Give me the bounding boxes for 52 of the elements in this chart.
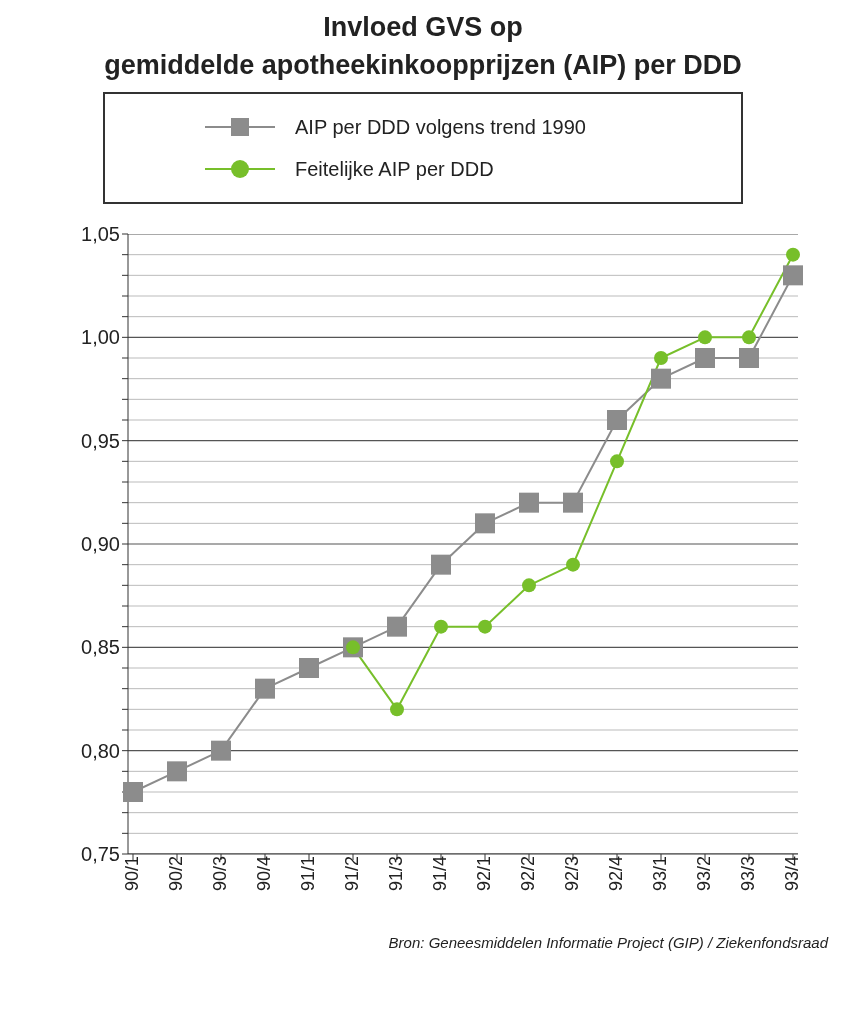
y-tick-label: 1,05 — [81, 223, 120, 246]
point — [299, 658, 319, 678]
point — [434, 619, 448, 634]
x-tick-label: 92/1 — [473, 856, 494, 892]
x-tick-label: 93/4 — [781, 856, 802, 892]
x-tick-label: 90/4 — [253, 856, 274, 892]
point — [390, 702, 404, 717]
point — [478, 619, 492, 634]
point — [387, 616, 407, 637]
point — [654, 351, 668, 365]
x-tick-label: 92/3 — [561, 856, 582, 892]
point — [695, 348, 715, 368]
point — [167, 761, 187, 782]
point — [739, 348, 759, 368]
x-tick-label: 91/1 — [297, 856, 318, 892]
point — [566, 557, 580, 572]
x-tick-label: 91/4 — [429, 856, 450, 892]
point — [211, 740, 231, 761]
point — [431, 554, 451, 575]
y-tick-label: 0,80 — [81, 739, 120, 762]
x-tick-label: 90/2 — [165, 856, 186, 892]
point — [563, 492, 583, 513]
x-tick-label: 93/2 — [693, 856, 714, 892]
x-tick-label: 93/3 — [737, 856, 758, 892]
text: Bron: Geneesmiddelen Informatie Project (GIP) / Ziekenfondsraad — [387, 934, 828, 951]
point — [742, 330, 756, 345]
y-tick-label: 0,75 — [81, 843, 120, 866]
point — [475, 513, 495, 534]
point — [786, 247, 800, 262]
x-tick-label: 92/4 — [605, 856, 626, 892]
point — [522, 578, 536, 593]
point — [255, 678, 275, 699]
point — [698, 330, 712, 345]
point — [651, 368, 671, 389]
point — [610, 454, 624, 469]
point — [783, 265, 803, 286]
x-tick-label: 90/3 — [209, 856, 230, 892]
y-tick-label: 0,90 — [81, 533, 120, 556]
legend-label: Feitelijke AIP per DDD — [295, 157, 494, 181]
point — [123, 782, 143, 802]
x-tick-label: 90/1 — [121, 856, 142, 892]
x-tick-label: 93/1 — [649, 856, 670, 892]
y-tick-label: 0,85 — [81, 636, 120, 659]
x-tick-label: 92/2 — [517, 856, 538, 892]
point — [519, 492, 539, 513]
y-tick-label: 1,00 — [81, 326, 120, 349]
point — [607, 410, 627, 430]
y-tick-label: 0,95 — [81, 429, 120, 452]
chart-title: Invloed GVS op gemiddelde apotheekinkoopprijzen (AIP) per DDD — [103, 11, 743, 82]
legend-label: AIP per DDD volgens trend 1990 — [295, 115, 586, 139]
x-tick-label: 91/3 — [385, 856, 406, 892]
x-tick-label: 91/2 — [341, 856, 362, 892]
